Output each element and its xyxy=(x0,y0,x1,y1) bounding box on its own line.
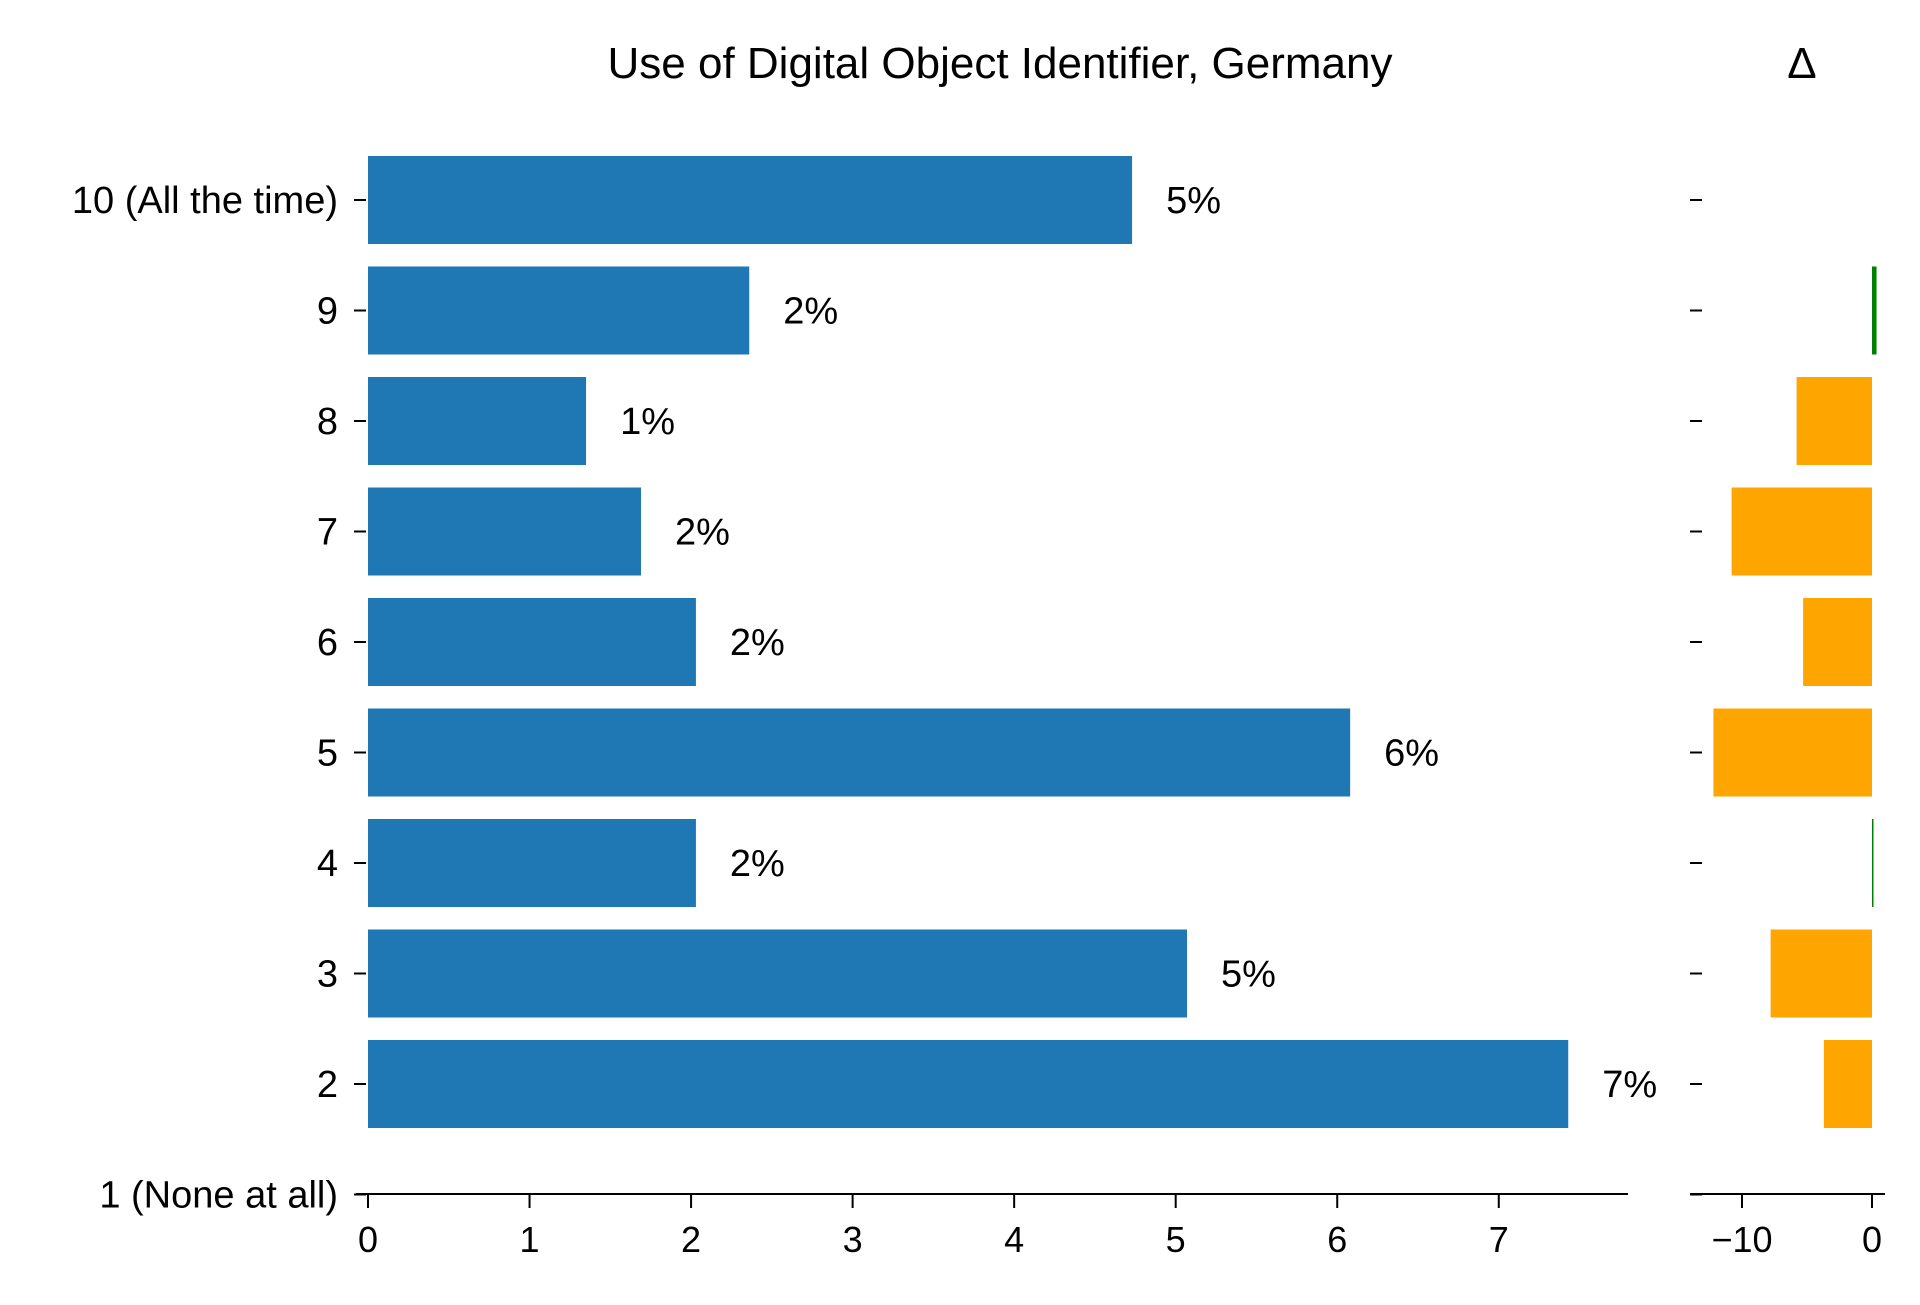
main-x-tick-label: 2 xyxy=(681,1219,701,1260)
delta-chart-title: Δ xyxy=(1787,39,1816,88)
y-tick-label: 5 xyxy=(317,733,338,775)
main-x-tick-label: 3 xyxy=(843,1219,863,1260)
bar-value-label: 2% xyxy=(675,512,730,554)
y-tick-label: 2 xyxy=(317,1064,338,1106)
delta-bar xyxy=(1731,487,1872,576)
bar-value-label: 5% xyxy=(1166,180,1221,222)
bar-value-label: 1% xyxy=(620,401,675,443)
y-tick-label: 1 (None at all) xyxy=(99,1175,338,1217)
main-bar xyxy=(368,819,696,907)
main-x-tick-label: 5 xyxy=(1166,1219,1186,1260)
main-x-tick-label: 4 xyxy=(1004,1219,1024,1260)
bar-value-label: 2% xyxy=(730,622,785,664)
delta-bar xyxy=(1713,708,1872,797)
delta-bar xyxy=(1872,819,1874,907)
delta-bars-group xyxy=(1713,266,1877,1128)
bar-value-label: 7% xyxy=(1602,1064,1657,1106)
y-tick-label: 7 xyxy=(317,512,338,554)
main-bar xyxy=(368,708,1351,797)
delta-bar xyxy=(1803,598,1872,686)
main-bars-group: 5% 2% 1% 2% 2% 6% 2% 5% 7% xyxy=(368,156,1657,1128)
main-bar xyxy=(368,929,1187,1018)
bar-value-label: 2% xyxy=(783,291,838,333)
y-tick-label: 10 (All the time) xyxy=(72,180,338,222)
delta-axis-group: −10 0 xyxy=(1690,199,1885,1260)
main-chart-title: Use of Digital Object Identifier, German… xyxy=(608,39,1393,88)
bar-value-label: 6% xyxy=(1384,733,1439,775)
y-tick-label: 6 xyxy=(317,622,338,664)
delta-bar xyxy=(1770,929,1872,1018)
delta-x-tick-label: 0 xyxy=(1862,1219,1882,1260)
bar-value-label: 2% xyxy=(730,843,785,885)
bar-value-label: 5% xyxy=(1221,954,1276,996)
main-axis-group: 10 (All the time) 9 8 7 6 5 4 3 2 1 (None at all)… xyxy=(72,180,1628,1260)
delta-x-tick-label: −10 xyxy=(1711,1219,1772,1260)
main-bar xyxy=(368,1040,1569,1128)
y-tick-label: 4 xyxy=(317,843,338,885)
main-bar xyxy=(368,598,696,686)
main-bar xyxy=(368,156,1133,244)
delta-bar xyxy=(1823,1040,1872,1128)
y-tick-label: 8 xyxy=(317,401,338,443)
delta-bar xyxy=(1796,377,1872,465)
main-x-tick-label: 7 xyxy=(1489,1219,1509,1260)
main-bar xyxy=(368,266,750,355)
y-tick-label: 3 xyxy=(317,954,338,996)
main-bar xyxy=(368,487,641,576)
main-x-tick-label: 1 xyxy=(520,1219,540,1260)
y-tick-label: 9 xyxy=(317,291,338,333)
delta-bar xyxy=(1872,266,1877,355)
main-x-tick-label: 0 xyxy=(358,1219,378,1260)
main-bar xyxy=(368,377,587,465)
main-x-tick-label: 6 xyxy=(1327,1219,1347,1260)
